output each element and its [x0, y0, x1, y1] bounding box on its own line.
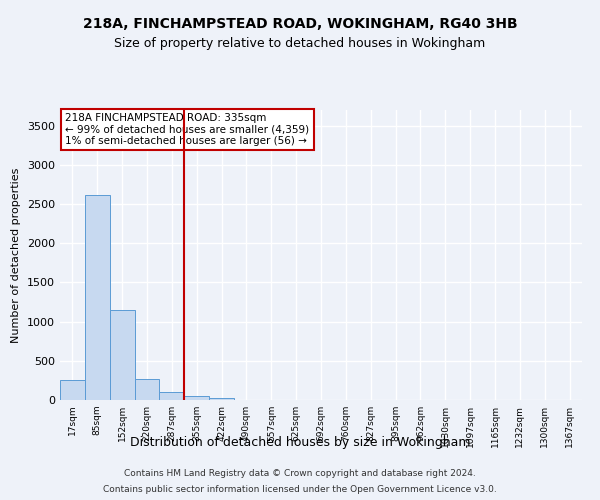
Text: Contains public sector information licensed under the Open Government Licence v3: Contains public sector information licen…: [103, 485, 497, 494]
Bar: [60, 380, 85, 400]
Text: Contains HM Land Registry data © Crown copyright and database right 2024.: Contains HM Land Registry data © Crown c…: [124, 468, 476, 477]
Text: 218A FINCHAMPSTEAD ROAD: 335sqm
← 99% of detached houses are smaller (4,359)
1% : 218A FINCHAMPSTEAD ROAD: 335sqm ← 99% of…: [65, 113, 310, 146]
Bar: [85, 194, 110, 400]
Text: Distribution of detached houses by size in Wokingham: Distribution of detached houses by size …: [130, 436, 470, 449]
Bar: [184, 396, 209, 400]
Y-axis label: Number of detached properties: Number of detached properties: [11, 168, 22, 342]
Text: 218A, FINCHAMPSTEAD ROAD, WOKINGHAM, RG40 3HB: 218A, FINCHAMPSTEAD ROAD, WOKINGHAM, RG4…: [83, 18, 517, 32]
Bar: [209, 398, 234, 400]
Bar: [160, 392, 184, 400]
Bar: [134, 379, 160, 400]
Text: Size of property relative to detached houses in Wokingham: Size of property relative to detached ho…: [115, 38, 485, 51]
Bar: [110, 310, 134, 400]
